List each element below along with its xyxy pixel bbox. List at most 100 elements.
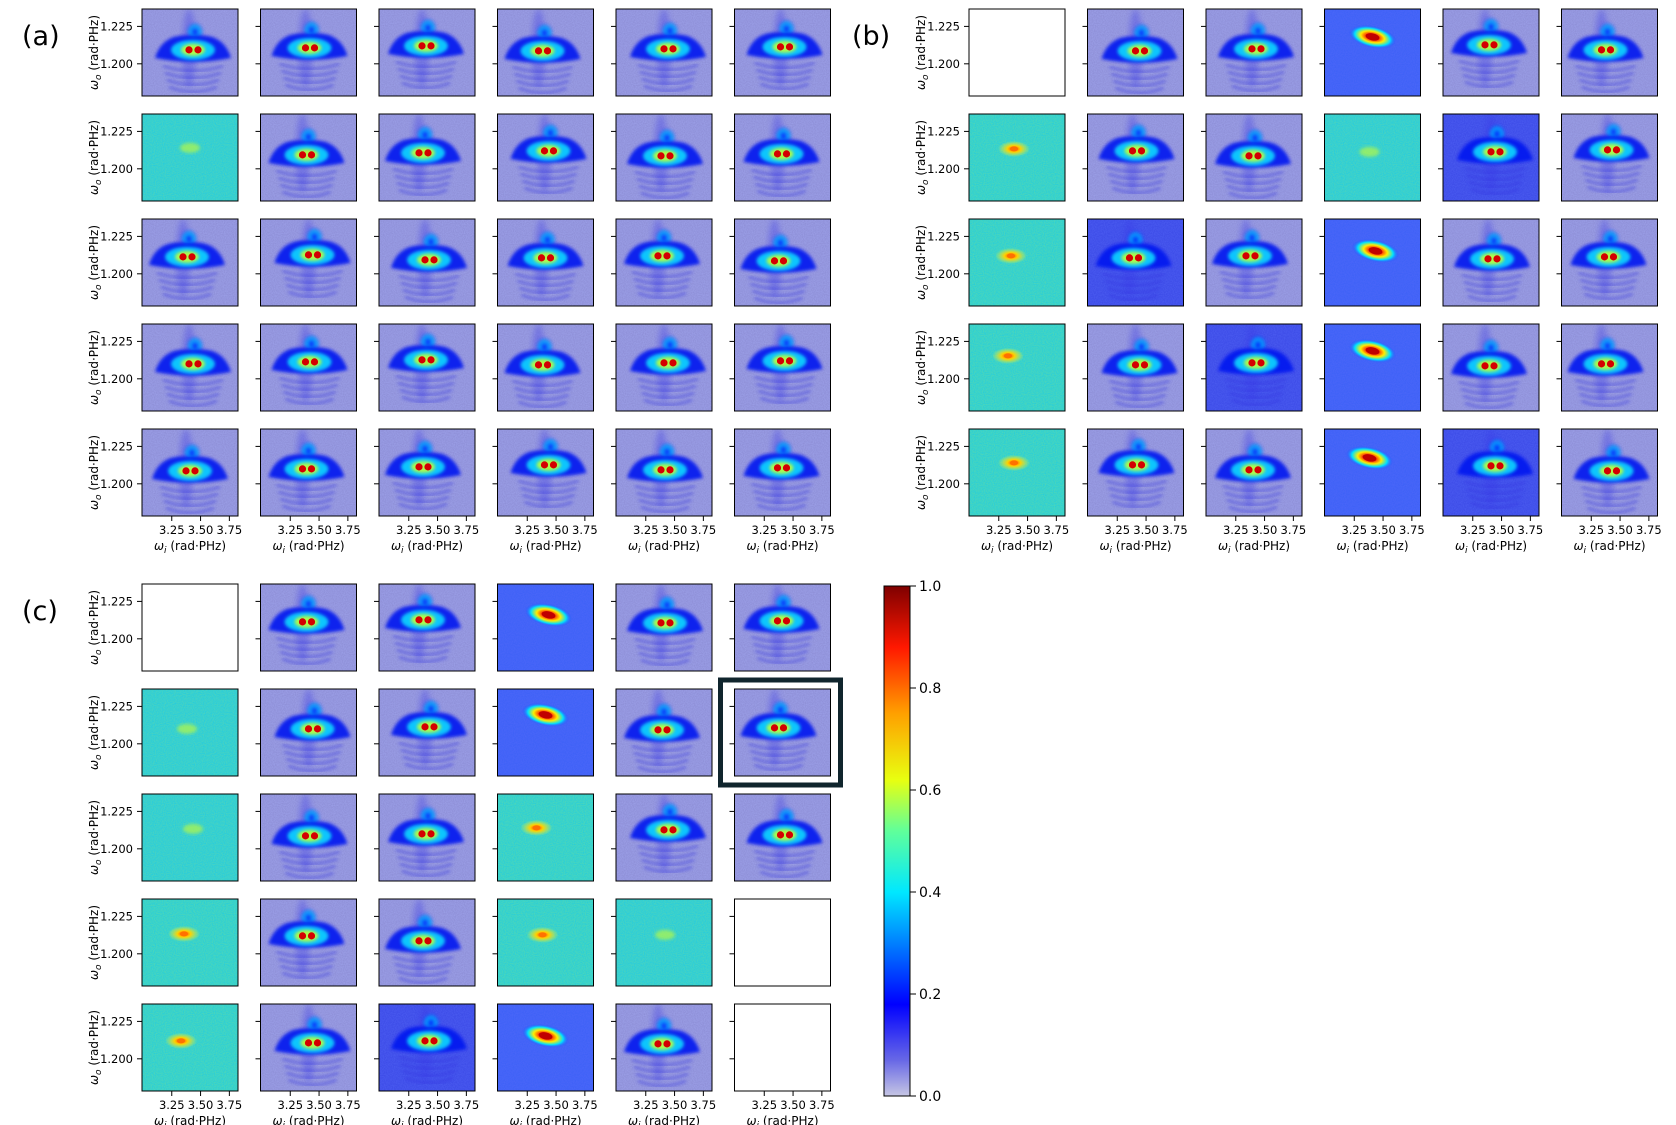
heatmap-cell xyxy=(729,113,831,202)
x-axis-label: ωi (rad·PHz) xyxy=(628,539,700,556)
x-tick-label: 3.75 xyxy=(454,523,480,537)
y-tick-label: 1.200 xyxy=(100,1052,133,1066)
heatmap-cell xyxy=(611,113,713,202)
heatmap-cell xyxy=(1082,323,1184,412)
colorbar: 1.0 0.8 0.6 0.4 0.2 0.0 xyxy=(883,579,941,1105)
x-axis-label: ωi (rad·PHz) xyxy=(391,1114,463,1125)
x-axis-label: ωi (rad·PHz) xyxy=(746,539,818,556)
x-axis-label: ωi (rad·PHz) xyxy=(1573,539,1645,556)
heatmap-cell xyxy=(492,218,594,307)
colorbar-tick-label: 0.4 xyxy=(919,885,941,901)
y-tick-label: 1.200 xyxy=(100,267,133,281)
x-tick-label: 3.50 xyxy=(662,1098,688,1112)
x-axis-label: ωi (rad·PHz) xyxy=(272,1114,344,1125)
heatmap-cell xyxy=(1082,8,1184,97)
heatmap-cell xyxy=(611,898,713,987)
y-axis-label: ωo (rad·PHz) xyxy=(87,120,104,195)
heatmap-cell xyxy=(492,8,594,97)
x-tick-label: 3.25 xyxy=(396,1098,422,1112)
y-tick-label: 1.200 xyxy=(100,477,133,491)
x-axis-label: ωi (rad·PHz) xyxy=(509,539,581,556)
x-tick-label: 3.75 xyxy=(691,523,717,537)
x-tick-label: 3.50 xyxy=(1489,523,1515,537)
colorbar-gradient xyxy=(883,585,911,1097)
x-tick-label: 3.50 xyxy=(543,523,569,537)
y-axis-label: ωo (rad·PHz) xyxy=(87,590,104,665)
y-tick-label: 1.200 xyxy=(100,737,133,751)
heatmap-cell xyxy=(255,323,357,412)
heatmap-cell xyxy=(255,898,357,987)
x-tick-label: 3.25 xyxy=(514,523,540,537)
heatmap-cell xyxy=(1556,113,1658,202)
y-tick-label: 1.225 xyxy=(100,334,133,348)
x-axis-label: ωi (rad·PHz) xyxy=(154,1114,226,1125)
x-axis-label: ωi (rad·PHz) xyxy=(628,1114,700,1125)
y-axis-label: ωo (rad·PHz) xyxy=(87,225,104,300)
y-tick-label: 1.225 xyxy=(100,229,133,243)
y-tick-label: 1.225 xyxy=(927,124,960,138)
heatmap-cell xyxy=(1556,323,1658,412)
x-tick-label: 3.75 xyxy=(217,523,243,537)
y-tick-label: 1.200 xyxy=(927,162,960,176)
heatmap-cell xyxy=(255,583,357,672)
y-tick-label: 1.225 xyxy=(100,804,133,818)
y-axis-label: ωo (rad·PHz) xyxy=(87,330,104,405)
x-tick-label: 3.25 xyxy=(751,1098,777,1112)
y-tick-label: 1.200 xyxy=(927,372,960,386)
x-axis-label: ωi (rad·PHz) xyxy=(1218,539,1290,556)
x-tick-label: 3.25 xyxy=(1104,523,1130,537)
x-tick-label: 3.25 xyxy=(633,523,659,537)
heatmap-cell: 3.253.503.75 ωi (rad·PHz) xyxy=(255,1003,361,1125)
heatmap-cell xyxy=(611,583,713,672)
x-tick-label: 3.75 xyxy=(1636,523,1662,537)
colorbar-tick-label: 0.8 xyxy=(919,681,941,697)
heatmap-cell xyxy=(1319,113,1421,202)
x-tick-label: 3.25 xyxy=(1578,523,1604,537)
x-axis-label: ωi (rad·PHz) xyxy=(391,539,463,556)
heatmap-cell xyxy=(255,218,357,307)
x-tick-label: 3.75 xyxy=(1162,523,1188,537)
heatmap-cell: 3.253.503.75 ωi (rad·PHz) xyxy=(492,1003,598,1125)
panel-label: (b) xyxy=(852,21,890,52)
x-tick-label: 3.25 xyxy=(751,523,777,537)
x-tick-label: 3.50 xyxy=(1370,523,1396,537)
x-tick-label: 3.25 xyxy=(1341,523,1367,537)
heatmap-cell xyxy=(492,323,594,412)
x-tick-label: 3.25 xyxy=(277,523,303,537)
heatmap-cell xyxy=(611,688,713,777)
y-tick-label: 1.225 xyxy=(927,334,960,348)
x-tick-label: 3.50 xyxy=(425,523,451,537)
panel-label: (a) xyxy=(22,21,60,52)
x-axis-label: ωi (rad·PHz) xyxy=(154,539,226,556)
x-axis-label: ωi (rad·PHz) xyxy=(272,539,344,556)
heatmap-cell xyxy=(729,688,831,777)
y-axis-label: ωo (rad·PHz) xyxy=(87,800,104,875)
y-tick-label: 1.225 xyxy=(100,594,133,608)
x-tick-label: 3.75 xyxy=(1044,523,1070,537)
heatmap-cell xyxy=(492,113,594,202)
colorbar-tick-label: 0.2 xyxy=(919,987,941,1003)
y-axis-label: ωo (rad·PHz) xyxy=(914,120,931,195)
x-tick-label: 3.50 xyxy=(1133,523,1159,537)
heatmap-cell xyxy=(255,113,357,202)
heatmap-cell xyxy=(374,688,476,777)
x-tick-label: 3.25 xyxy=(396,523,422,537)
heatmap-cell xyxy=(492,793,594,882)
y-tick-label: 1.225 xyxy=(100,439,133,453)
